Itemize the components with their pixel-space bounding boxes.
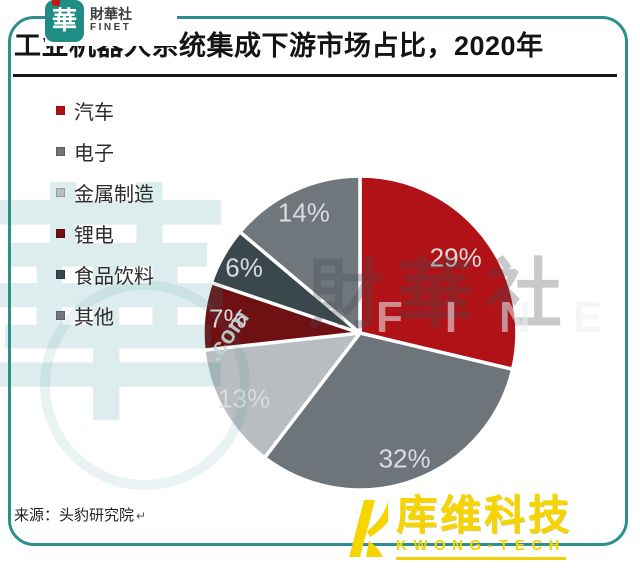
- legend-item-汽车: 汽车: [56, 90, 154, 131]
- kwong-name-cn: 库维科技: [396, 492, 572, 538]
- legend-item-食品饮料: 食品饮料: [56, 254, 154, 295]
- brand-name-cn: 財華社: [90, 6, 132, 22]
- seal-character: 華: [51, 6, 77, 35]
- card-border: [8, 16, 628, 546]
- pie-slice-其他: [238, 174, 362, 335]
- legend-swatch: [56, 188, 65, 197]
- legend-label: 汽车: [74, 102, 114, 124]
- legend-swatch: [56, 147, 65, 156]
- pie-chart: 29% 32% 13% 7% 6% 14%: [192, 165, 528, 501]
- pie-data-label: 7%: [209, 304, 247, 334]
- legend-label: 食品饮料: [74, 266, 154, 288]
- legend-label: 其他: [74, 307, 114, 329]
- legend-label: 金属制造: [74, 184, 154, 206]
- finet-logo: 華 財華社 FINET: [45, 0, 177, 46]
- pie-slice-汽车: [358, 174, 519, 372]
- chart-legend: 汽车电子金属制造锂电食品饮料其他: [56, 90, 154, 336]
- legend-label: 电子: [74, 143, 114, 165]
- pie-svg: 29% 32% 13% 7% 6% 14%: [201, 174, 519, 492]
- pie-slice-电子: [262, 331, 515, 492]
- legend-swatch: [56, 311, 65, 320]
- legend-item-锂电: 锂电: [56, 213, 154, 254]
- legend-swatch: [56, 270, 65, 279]
- legend-swatch: [56, 229, 65, 238]
- source-note: 来源：头豹研究院 ↵: [14, 504, 146, 525]
- legend-item-其他: 其他: [56, 295, 154, 336]
- seal-red-dot: [52, 0, 60, 6]
- kwong-name-en: KWONG-TECH: [396, 537, 566, 560]
- pie-data-label: 14%: [278, 197, 330, 227]
- legend-swatch: [56, 106, 65, 115]
- pie-data-label: 29%: [430, 242, 482, 272]
- source-text: 来源：头豹研究院: [14, 507, 135, 524]
- brand-name-en: FINET: [90, 22, 132, 34]
- kwong-text: 库维科技 KWONG-TECH: [396, 492, 572, 560]
- kwong-tech-logo: 库维科技 KWONG-TECH: [341, 492, 572, 560]
- pie-data-label: 32%: [379, 443, 431, 473]
- pie-data-label: 6%: [225, 253, 263, 283]
- pie-data-label: 13%: [218, 383, 270, 413]
- legend-item-金属制造: 金属制造: [56, 172, 154, 213]
- return-mark: ↵: [136, 509, 147, 523]
- finet-seal-icon: 華: [45, 0, 84, 42]
- pie-slice-金属制造: [202, 331, 362, 460]
- title-underline: [13, 74, 617, 77]
- kwong-k-icon: [349, 500, 388, 557]
- legend-item-电子: 电子: [56, 131, 154, 172]
- brand-text: 財華社 FINET: [90, 0, 132, 34]
- legend-label: 锂电: [74, 225, 114, 247]
